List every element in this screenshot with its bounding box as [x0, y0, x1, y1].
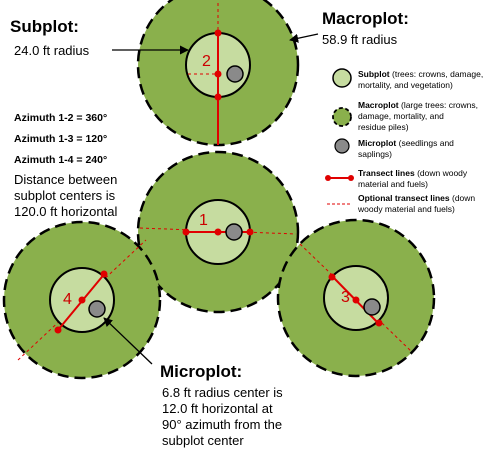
- legend-transect-line-1: Transect lines (down woody: [358, 168, 468, 178]
- microplot-circle: [226, 65, 244, 83]
- legend-optional-transect-line-1: Optional transect lines (down: [358, 193, 475, 203]
- azimuth-1-3: Azimuth 1-3 = 120°: [14, 133, 107, 145]
- macroplot-callout-title: Macroplot:: [322, 9, 409, 28]
- plot-number: 4: [63, 291, 72, 308]
- optional-transect-line: [17, 239, 147, 361]
- microplot-callout-line-1: 6.8 ft radius center is: [162, 385, 283, 400]
- microplot-circle: [363, 298, 381, 316]
- transect-node: [100, 270, 108, 278]
- microplot-circle: [225, 223, 243, 241]
- legend-microplot-line-1: Microplot (seedlings and: [358, 138, 454, 148]
- plot-3: 3: [276, 218, 436, 378]
- legend-macroplot-line-2: damage, mortality, and: [358, 111, 444, 121]
- legend-transect-line-2: material and fuels): [358, 179, 428, 189]
- transect-node: [214, 29, 222, 37]
- transect-line-icon: [325, 175, 354, 181]
- transect-node: [214, 228, 222, 236]
- microplot-callout-title: Microplot:: [160, 362, 242, 381]
- microplot-callout-line-2: 12.0 ft horizontal at: [162, 401, 273, 416]
- plot-number: 3: [341, 289, 350, 306]
- transect-node: [214, 70, 222, 78]
- distance-line-3: 120.0 ft horizontal: [14, 204, 117, 219]
- transect-node: [214, 93, 222, 101]
- distance-line-1: Distance between: [14, 172, 117, 187]
- microplot-circle: [88, 300, 106, 318]
- transect-node: [246, 228, 254, 236]
- macroplot-callout-arrow: [289, 33, 319, 43]
- transect-node: [375, 319, 383, 327]
- plot-1: 1: [136, 150, 300, 314]
- legend-optional-transect-line-2: woody material and fuels): [357, 204, 455, 214]
- legend-macroplot-line-1: Macroplot (large trees: crowns,: [358, 100, 478, 110]
- macroplot-callout-text: 58.9 ft radius: [322, 32, 398, 47]
- microplot-callout-line-3: 90° azimuth from the: [162, 417, 282, 432]
- azimuth-1-4: Azimuth 1-4 = 240°: [14, 154, 107, 166]
- transect-node: [352, 296, 360, 304]
- subplot-callout-text: 24.0 ft radius: [14, 43, 90, 58]
- microplot-callout-arrow: [103, 317, 153, 365]
- plot-2: 2: [136, 0, 300, 147]
- transect-node: [182, 228, 190, 236]
- legend-microplot-line-2: saplings): [358, 149, 392, 159]
- macroplot-icon: [332, 107, 352, 127]
- optional-transect-line: [299, 243, 413, 353]
- transect-node: [54, 326, 62, 334]
- plot-4: 4: [2, 220, 162, 380]
- legend-subplot-line-2: mortality, and vegetation): [358, 80, 453, 90]
- subplot-callout-title: Subplot:: [10, 17, 79, 36]
- distance-line-2: subplot centers is: [14, 188, 116, 203]
- legend: Subplot (trees: crowns, damage, mortalit…: [325, 68, 483, 214]
- transect-node: [78, 296, 86, 304]
- subplot-icon: [332, 68, 352, 88]
- legend-macroplot-line-3: residue piles): [358, 122, 409, 132]
- microplot-icon: [334, 138, 350, 154]
- transect-node: [328, 273, 336, 281]
- microplot-callout-line-4: subplot center: [162, 433, 244, 448]
- plot-number: 2: [202, 53, 211, 70]
- plot-number: 1: [199, 212, 208, 229]
- azimuth-1-2: Azimuth 1-2 = 360°: [14, 112, 107, 124]
- legend-subplot-line-1: Subplot (trees: crowns, damage,: [358, 69, 483, 79]
